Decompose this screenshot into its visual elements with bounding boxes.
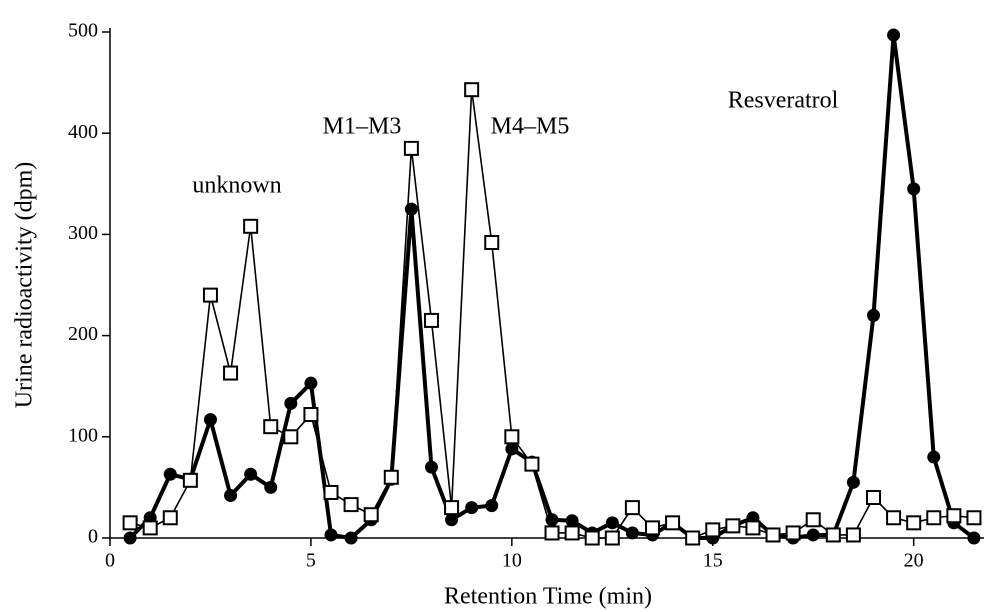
- point: [605, 516, 619, 530]
- point: [464, 82, 480, 98]
- point: [765, 527, 781, 543]
- point: [866, 308, 880, 322]
- point: [966, 510, 982, 526]
- point: [624, 500, 640, 516]
- point: [845, 527, 861, 543]
- y-tick-label: 0: [88, 526, 98, 548]
- point: [825, 527, 841, 543]
- point: [323, 484, 339, 500]
- point: [182, 472, 198, 488]
- point: [142, 520, 158, 536]
- y-axis-label: Urine radioactivity (dpm): [12, 162, 38, 409]
- point: [806, 528, 820, 542]
- point: [122, 515, 138, 531]
- point: [304, 376, 318, 390]
- point: [163, 467, 177, 481]
- point: [785, 525, 801, 541]
- point: [344, 531, 358, 545]
- y-tick-label: 400: [68, 121, 98, 143]
- point: [946, 508, 962, 524]
- point: [926, 510, 942, 526]
- point: [123, 531, 137, 545]
- x-axis-label: Retention Time (min): [444, 584, 652, 610]
- x-tick-label: 15: [703, 550, 723, 572]
- point: [805, 512, 821, 528]
- point: [865, 490, 881, 506]
- point: [485, 499, 499, 513]
- point: [705, 522, 721, 538]
- point: [484, 234, 500, 250]
- point: [444, 500, 460, 516]
- annotation: M4–M5: [491, 114, 570, 140]
- point: [324, 528, 338, 542]
- x-tick-label: 10: [502, 550, 522, 572]
- point: [524, 456, 540, 472]
- point: [625, 526, 639, 540]
- point: [665, 515, 681, 531]
- point: [544, 525, 560, 541]
- point: [264, 480, 278, 494]
- y-tick-label: 100: [68, 424, 98, 446]
- point: [343, 497, 359, 513]
- point: [424, 460, 438, 474]
- y-tick-label: 300: [68, 222, 98, 244]
- point: [565, 514, 579, 528]
- point: [445, 513, 459, 527]
- annotation: M1–M3: [323, 114, 402, 140]
- point: [383, 469, 399, 485]
- point: [243, 218, 259, 234]
- point: [505, 442, 519, 456]
- point: [224, 488, 238, 502]
- point: [685, 530, 701, 546]
- point: [906, 515, 922, 531]
- point: [927, 450, 941, 464]
- point: [604, 530, 620, 546]
- x-tick-label: 0: [105, 550, 115, 572]
- point: [584, 530, 600, 546]
- series-line: [129, 88, 975, 539]
- point: [886, 510, 902, 526]
- point: [263, 419, 279, 435]
- point: [745, 520, 761, 536]
- point: [846, 475, 860, 489]
- point: [203, 413, 217, 427]
- annotation: Resveratrol: [728, 88, 839, 114]
- point: [504, 429, 520, 445]
- point: [564, 525, 580, 541]
- y-tick-label: 500: [68, 20, 98, 42]
- point: [283, 429, 299, 445]
- point: [284, 396, 298, 410]
- point: [363, 507, 379, 523]
- x-tick-label: 5: [306, 550, 316, 572]
- point: [725, 518, 741, 534]
- point: [907, 182, 921, 196]
- point: [967, 531, 981, 545]
- point: [644, 520, 660, 536]
- point: [403, 140, 419, 156]
- point: [244, 467, 258, 481]
- point: [423, 312, 439, 328]
- point: [162, 510, 178, 526]
- y-tick-label: 200: [68, 323, 98, 345]
- x-tick-label: 20: [904, 550, 924, 572]
- point: [465, 501, 479, 515]
- point: [202, 287, 218, 303]
- point: [303, 407, 319, 423]
- point: [887, 28, 901, 42]
- annotation: unknown: [192, 173, 281, 199]
- point: [223, 365, 239, 381]
